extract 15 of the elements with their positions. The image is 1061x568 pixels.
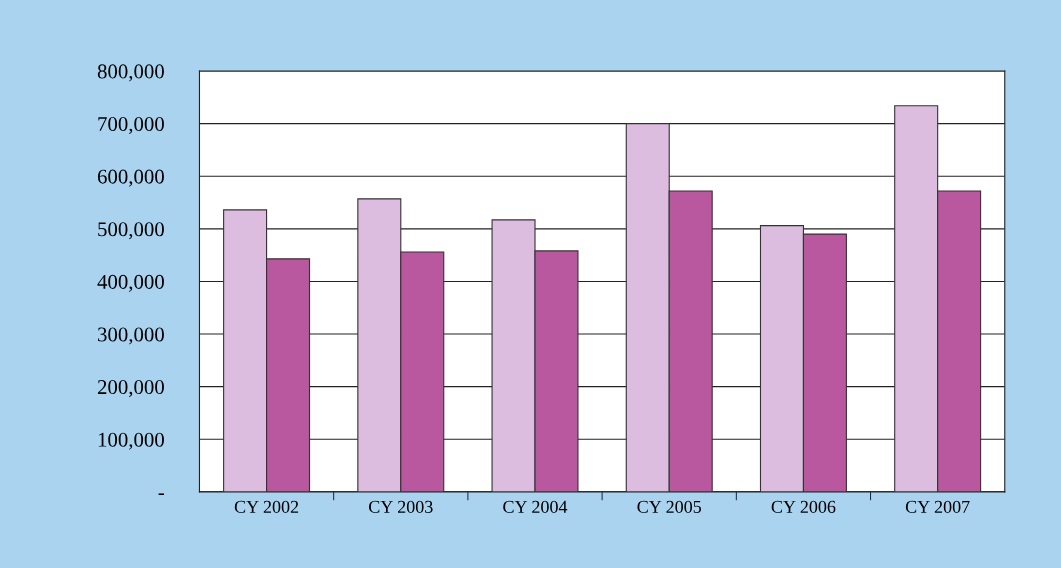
x-tick-label: CY 2003	[369, 500, 433, 513]
y-tick-label: 200,000	[97, 380, 164, 398]
y-tick-label: -	[158, 493, 164, 495]
y-tick-label: 700,000	[98, 116, 164, 135]
y-tick-label: 300,000	[98, 327, 164, 345]
y-tick-label: 800,000	[97, 64, 164, 82]
x-tick-label: CY 2007	[905, 500, 970, 513]
y-tick-label: 400,000	[97, 274, 164, 292]
y-tick-label: 500,000	[98, 222, 164, 240]
y-tick-label: 100,000	[98, 432, 164, 450]
x-tick-label: CY 2005	[637, 500, 702, 513]
x-tick-label: CY 2006	[771, 500, 836, 513]
x-tick-label: CY 2002	[234, 500, 299, 513]
y-tick-label: 600,000	[97, 169, 164, 187]
x-tick-label: CY 2004	[503, 500, 568, 513]
